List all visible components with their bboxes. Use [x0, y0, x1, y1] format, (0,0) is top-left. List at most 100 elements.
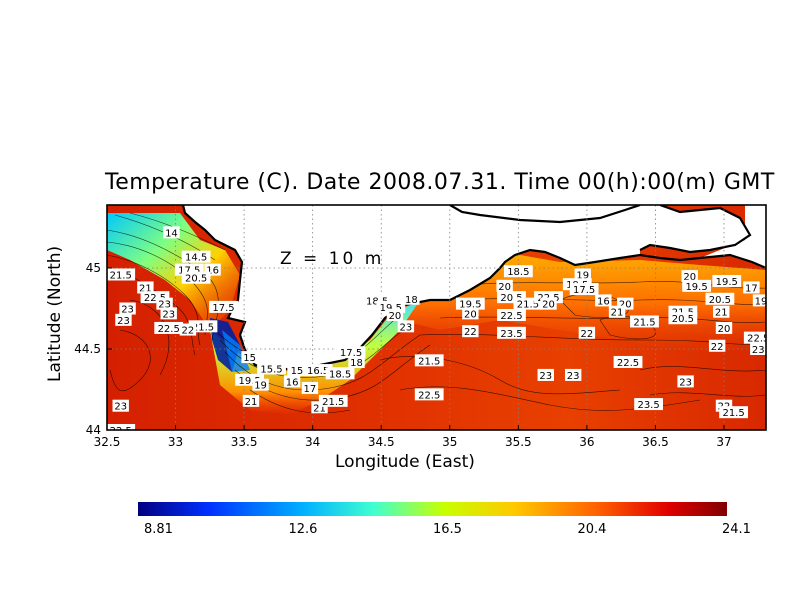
colorbar — [138, 502, 727, 516]
x-axis: 32.5 33 33.5 34 34.5 35 35.5 36 36.5 37 — [94, 425, 732, 449]
svg-text:20: 20 — [542, 300, 555, 311]
svg-text:18.5: 18.5 — [329, 369, 351, 380]
svg-text:20: 20 — [718, 324, 731, 335]
svg-text:19: 19 — [254, 381, 267, 392]
contour-label: 14.5 — [181, 250, 211, 264]
contour-label: 15 — [241, 351, 258, 364]
contour-label: 16.5 — [303, 364, 333, 377]
svg-text:19: 19 — [755, 296, 768, 307]
chart-title: Temperature (C). Date 2008.07.31. Time 0… — [105, 170, 775, 195]
colorbar-tick-label: 16.5 — [433, 522, 462, 537]
svg-text:21.5: 21.5 — [418, 356, 440, 367]
svg-text:22.5: 22.5 — [158, 324, 180, 335]
contour-label: 22.5 — [414, 388, 444, 401]
x-tick-label: 37 — [716, 435, 731, 449]
svg-text:14: 14 — [165, 228, 178, 239]
svg-text:21: 21 — [245, 397, 258, 408]
svg-text:19.5: 19.5 — [716, 277, 738, 288]
contour-label: 22.5 — [107, 424, 136, 437]
svg-text:21.5: 21.5 — [517, 300, 539, 311]
contour-label: 23 — [677, 375, 694, 388]
contour-label: 20 — [715, 321, 733, 335]
svg-text:22.5: 22.5 — [500, 311, 522, 322]
contour-label: 21 — [242, 394, 260, 408]
contour-label: 14 — [163, 226, 180, 239]
svg-text:22.5: 22.5 — [617, 358, 639, 369]
svg-text:23: 23 — [679, 377, 692, 388]
svg-text:14.5: 14.5 — [185, 253, 207, 264]
contour-label: 21 — [608, 305, 626, 319]
svg-text:23: 23 — [121, 305, 134, 316]
svg-text:20: 20 — [389, 311, 402, 322]
x-tick-label: 36.5 — [642, 435, 669, 449]
svg-text:17.5: 17.5 — [178, 266, 200, 277]
contour-label: 23 — [397, 320, 415, 333]
svg-text:17.5: 17.5 — [340, 348, 362, 359]
svg-text:21: 21 — [611, 308, 624, 319]
svg-text:21.5: 21.5 — [722, 408, 744, 419]
svg-text:19.5: 19.5 — [380, 303, 402, 314]
contour-label: 23 — [160, 307, 177, 320]
contour-label: 15.5 — [257, 362, 286, 375]
contour-label: 21.5 — [318, 394, 348, 408]
contour-label: 23.5 — [497, 326, 526, 340]
svg-text:16: 16 — [597, 296, 610, 307]
svg-text:23: 23 — [162, 309, 175, 320]
svg-text:22: 22 — [182, 326, 195, 337]
contour-label: 20.5 — [181, 271, 211, 285]
svg-text:21.5: 21.5 — [110, 270, 132, 281]
svg-text:21: 21 — [313, 403, 326, 414]
grid-lines — [107, 205, 766, 430]
svg-text:19.5: 19.5 — [238, 376, 260, 387]
svg-text:23: 23 — [114, 402, 127, 413]
x-axis-title: Longitude (East) — [335, 452, 475, 472]
y-tick-label: 44.5 — [74, 342, 101, 356]
coastline — [181, 205, 766, 372]
colorbar-tick-label: 12.6 — [288, 522, 318, 537]
contour-label: 19 — [574, 268, 591, 281]
land-masses — [183, 205, 766, 370]
svg-text:19: 19 — [576, 270, 589, 281]
y-axis: 44 44.5 45 — [74, 261, 112, 437]
contour-label: 21.5 — [719, 406, 748, 419]
svg-text:21.5: 21.5 — [192, 322, 214, 333]
contour-label: 18 — [348, 355, 365, 369]
contour-label: 22.5 — [743, 331, 769, 345]
contour-label: 20 — [496, 279, 513, 293]
contour-label: 21.5 — [414, 354, 444, 367]
svg-text:16: 16 — [286, 377, 299, 388]
svg-text:16: 16 — [206, 266, 219, 277]
contour-label: 18.5 — [325, 367, 355, 380]
colorbar-tick-label: 8.81 — [144, 522, 173, 537]
svg-text:22.5: 22.5 — [144, 293, 166, 304]
svg-text:22.5: 22.5 — [110, 426, 132, 437]
svg-text:15.5: 15.5 — [260, 364, 282, 375]
contour-label: 18.5 — [503, 265, 533, 278]
contour-label: 23 — [156, 297, 173, 311]
svg-text:23: 23 — [567, 371, 580, 382]
contour-label: 21 — [137, 281, 154, 294]
svg-text:23.5: 23.5 — [500, 329, 522, 340]
contour-label: 23 — [115, 313, 132, 327]
svg-text:23: 23 — [752, 345, 765, 356]
svg-text:20.5: 20.5 — [709, 295, 731, 306]
svg-text:20: 20 — [619, 300, 632, 311]
contour-label: 19 — [752, 294, 768, 307]
svg-text:22.5: 22.5 — [747, 334, 769, 345]
svg-text:20: 20 — [464, 309, 477, 320]
svg-text:19.5: 19.5 — [459, 300, 481, 311]
y-tick-label: 44 — [86, 423, 101, 437]
svg-text:17.5: 17.5 — [212, 303, 234, 314]
svg-text:23: 23 — [158, 300, 171, 311]
svg-text:19.5: 19.5 — [685, 282, 707, 293]
svg-text:15.5: 15.5 — [291, 366, 313, 377]
y-tick-label: 45 — [86, 261, 101, 275]
svg-text:22: 22 — [581, 329, 594, 340]
contour-label: 19.5 — [455, 297, 485, 311]
x-tick-label: 33 — [168, 435, 183, 449]
contour-label: 22.5 — [613, 355, 643, 369]
svg-text:20: 20 — [683, 272, 696, 283]
svg-text:16.5: 16.5 — [307, 366, 329, 377]
